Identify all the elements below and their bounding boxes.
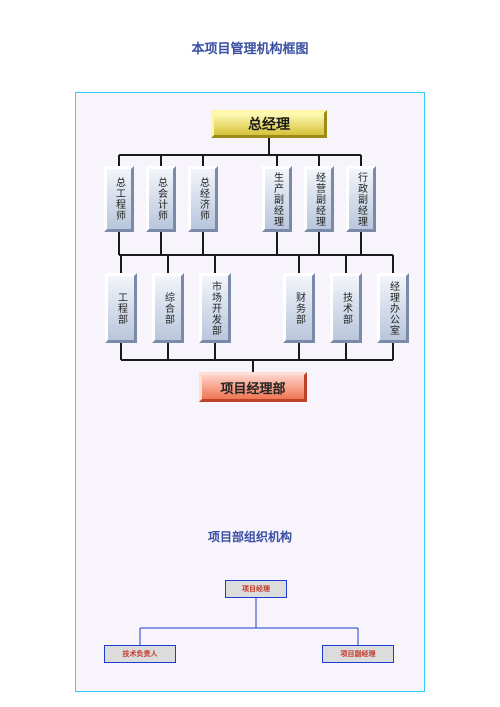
row3-node: 工程部	[105, 273, 137, 343]
row2-node: 生产副经理	[262, 166, 292, 232]
row2-node: 经营副经理	[304, 166, 334, 232]
row3-node-label: 综合部	[161, 292, 176, 325]
row3-node: 综合部	[152, 273, 184, 343]
row3-node-label: 经理办公室	[386, 281, 401, 336]
row3-node-label: 市场开发部	[208, 281, 223, 336]
row2-node: 总会计师	[146, 166, 176, 232]
row2-node: 行政副经理	[346, 166, 376, 232]
row3-node: 技术部	[330, 273, 362, 343]
row2-node-label: 行政副经理	[354, 172, 369, 227]
sub-child-box: 技术负责人	[104, 645, 176, 663]
sub-title: 项目部组织机构	[0, 528, 500, 545]
gm-box: 总经理	[211, 110, 327, 138]
sub-child-box: 项目副经理	[322, 645, 394, 663]
row2-node-label: 总经济师	[196, 177, 211, 221]
row3-node-label: 工程部	[114, 292, 129, 325]
row2-node-label: 总会计师	[154, 177, 169, 221]
stage: 本项目管理机构框图总经理总工程师 总会计师 总经济师 生产副经理 经营副经理 行政副经理工…	[0, 0, 500, 707]
pm-dept-box: 项目经理部	[199, 372, 307, 402]
row2-node-label: 生产副经理	[270, 172, 285, 227]
row3-node: 财务部	[283, 273, 315, 343]
row3-node: 经理办公室	[377, 273, 409, 343]
main-title: 本项目管理机构框图	[0, 38, 500, 57]
row3-node: 市场开发部	[199, 273, 231, 343]
row2-node: 总经济师	[188, 166, 218, 232]
sub-root-box: 项目经理	[225, 580, 287, 598]
row2-node-label: 总工程师	[112, 177, 127, 221]
row3-node-label: 财务部	[292, 292, 307, 325]
row2-node-label: 经营副经理	[312, 172, 327, 227]
row2-node: 总工程师	[104, 166, 134, 232]
row3-node-label: 技术部	[339, 292, 354, 325]
